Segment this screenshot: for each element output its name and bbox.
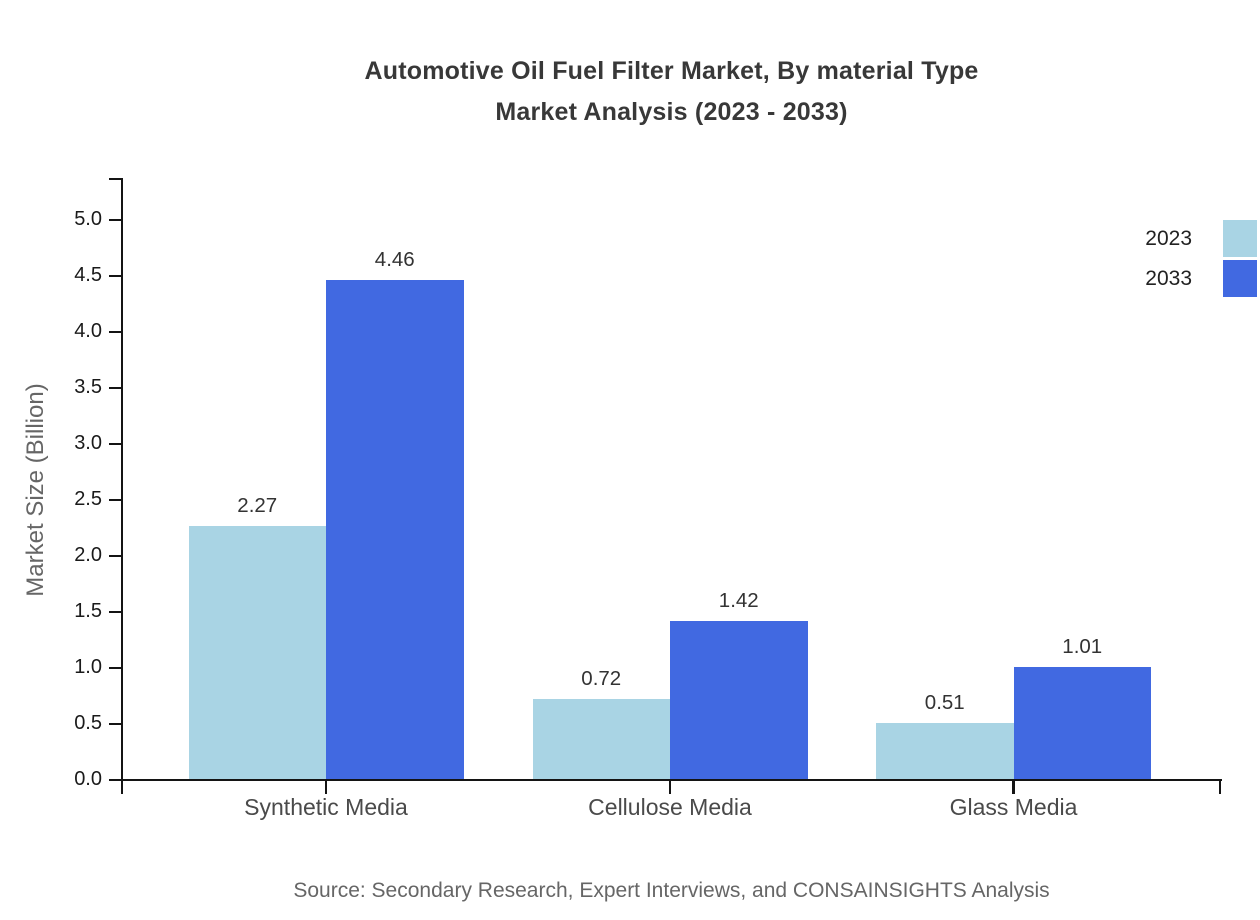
y-tick-label-5.0: 5.0 — [74, 208, 102, 230]
y-tick-label-3.5: 3.5 — [74, 376, 102, 398]
legend-label-2023: 2023 — [1145, 226, 1192, 250]
y-tick-5.0 — [109, 218, 122, 222]
x-tick-cellulose-media — [668, 780, 672, 794]
y-tick-label-3.0: 3.0 — [74, 432, 102, 454]
bar-value-label-2023-glass-media: 0.51 — [924, 690, 965, 714]
y-tick-3.0 — [109, 442, 122, 446]
y-tick-1.0 — [109, 666, 122, 670]
title-line-1: Automotive Oil Fuel Filter Market, By ma… — [364, 57, 979, 85]
title-line-2: Market Analysis (2023 - 2033) — [495, 98, 848, 126]
bar-value-label-2033-cellulose-media: 1.42 — [718, 588, 759, 612]
legend-item-2023: 2023 — [1145, 220, 1257, 257]
x-axis-spine — [120, 778, 1223, 782]
bar-2023-cellulose-media — [532, 699, 670, 779]
x-tick-glass-media — [1012, 780, 1015, 794]
x-tick-synthetic-media — [324, 780, 328, 794]
legend-item-2033: 2033 — [1145, 260, 1257, 297]
y-tick-3.5 — [109, 386, 122, 390]
legend-label-2033: 2033 — [1145, 266, 1192, 290]
y-tick-2.0 — [109, 554, 122, 558]
legend-swatch-2023 — [1223, 220, 1257, 257]
legend: 2023 2033 — [1145, 220, 1257, 297]
bar-value-label-2033-glass-media: 1.01 — [1062, 634, 1103, 658]
y-axis-spine — [120, 178, 124, 794]
y-tick-label-2.0: 2.0 — [74, 544, 102, 566]
y-tick-label-2.5: 2.5 — [74, 488, 102, 510]
x-category-label-synthetic-media: Synthetic Media — [244, 794, 408, 820]
bar-value-label-2023-synthetic-media: 2.27 — [237, 493, 278, 517]
y-tick-0.5 — [109, 722, 122, 726]
bar-2033-cellulose-media — [670, 620, 808, 779]
y-tick-label-4.5: 4.5 — [74, 264, 102, 286]
y-tick-0.0 — [109, 778, 122, 782]
chart-title: Automotive Oil Fuel Filter Market, By ma… — [122, 51, 1221, 133]
x-axis-end-tick — [1218, 780, 1221, 794]
y-tick-2.5 — [109, 498, 122, 502]
bar-value-label-2033-synthetic-media: 4.46 — [374, 248, 415, 272]
bar-value-label-2023-cellulose-media: 0.72 — [581, 667, 622, 691]
bar-2023-synthetic-media — [188, 525, 326, 779]
y-tick-4.5 — [109, 274, 122, 278]
y-tick-1.5 — [109, 610, 122, 614]
legend-swatch-2033 — [1223, 260, 1257, 297]
y-tick-label-1.5: 1.5 — [74, 600, 102, 622]
source-note: Source: Secondary Research, Expert Inter… — [293, 879, 1050, 902]
y-axis-end-tick — [109, 178, 122, 181]
y-tick-label-4.0: 4.0 — [74, 320, 102, 342]
bar-2033-glass-media — [1013, 666, 1151, 779]
bar-2033-synthetic-media — [326, 280, 464, 779]
bar-2023-glass-media — [876, 722, 1014, 779]
y-tick-label-1.0: 1.0 — [74, 656, 102, 678]
x-category-label-glass-media: Glass Media — [949, 794, 1078, 820]
y-tick-label-0.0: 0.0 — [74, 768, 102, 790]
y-tick-label-0.5: 0.5 — [74, 712, 102, 734]
x-category-label-cellulose-media: Cellulose Media — [588, 794, 752, 820]
y-tick-4.0 — [109, 330, 122, 334]
